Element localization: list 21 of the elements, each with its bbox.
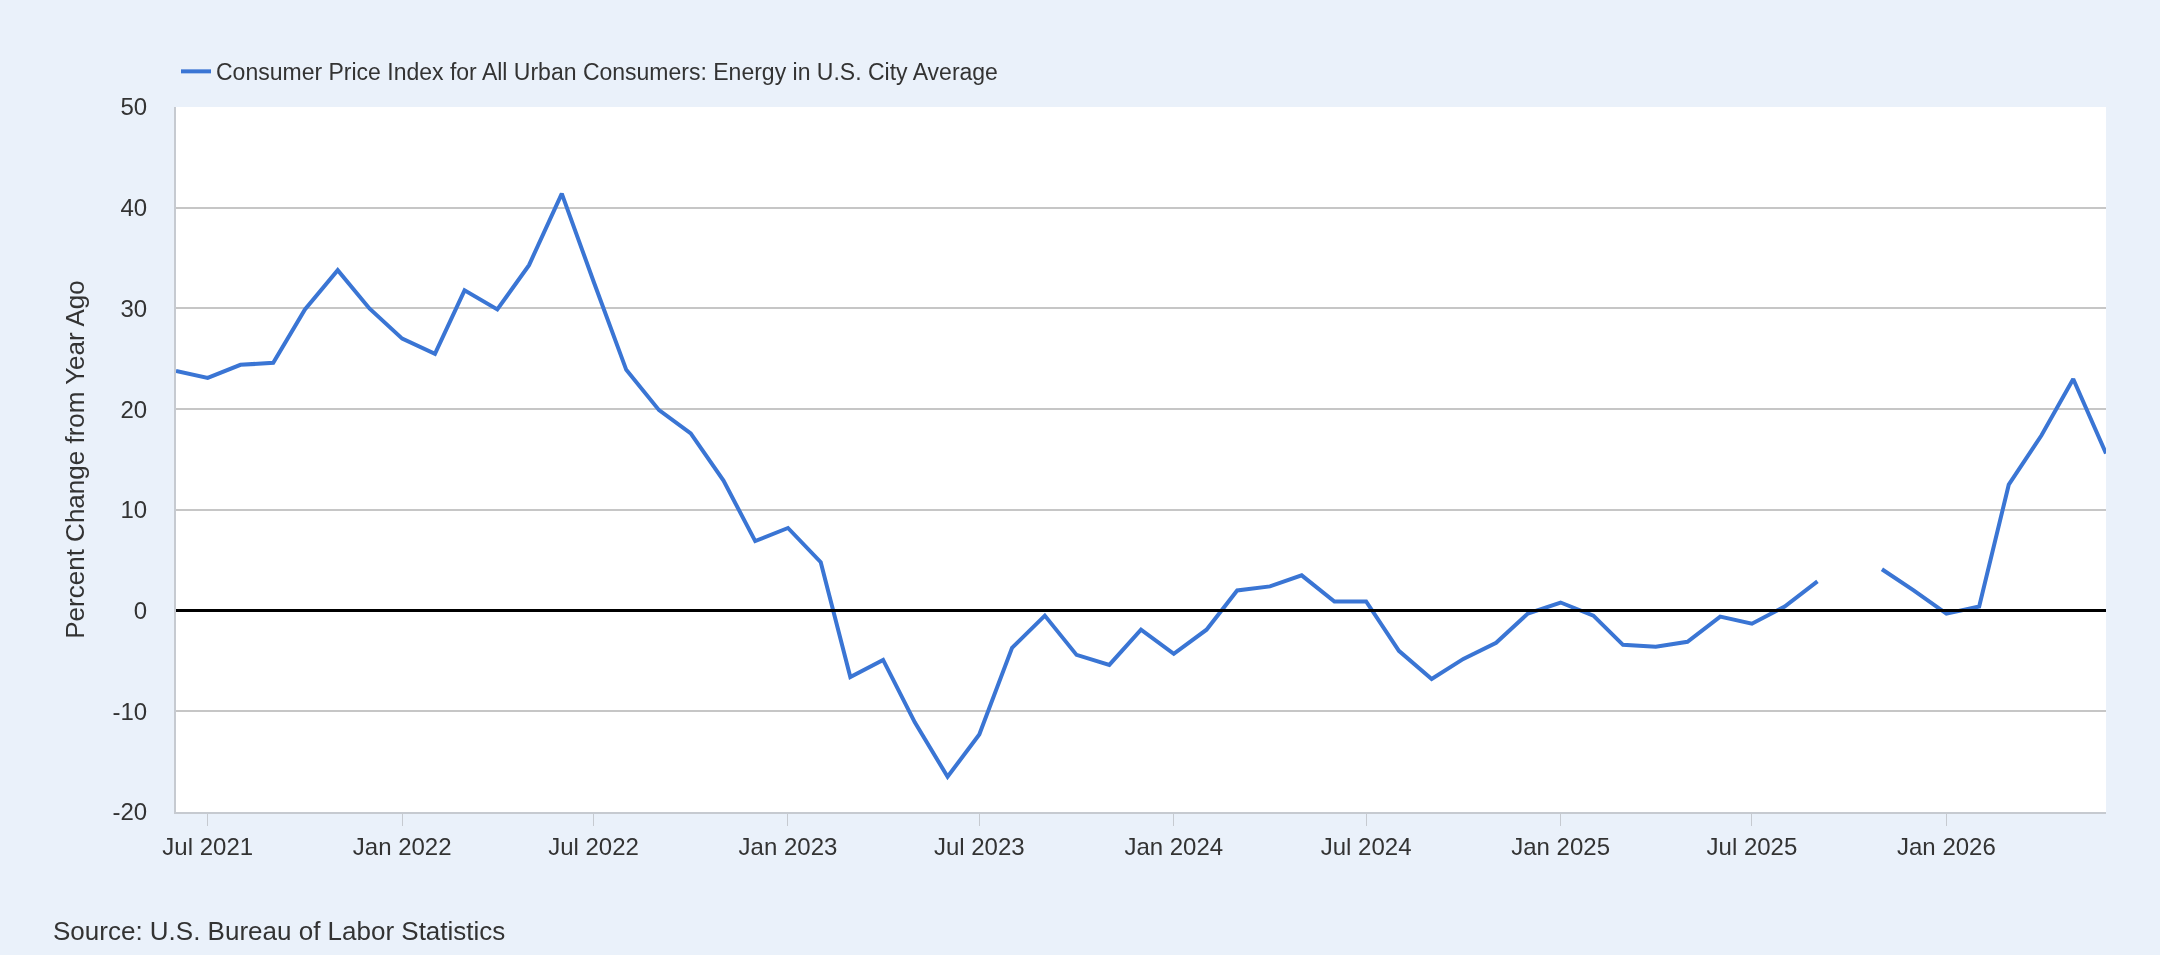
y-tick-label: -10 — [112, 697, 148, 725]
y-tick-label: 0 — [133, 596, 148, 624]
y-tick-label: 30 — [120, 294, 148, 322]
y-tick-label: 10 — [120, 496, 148, 524]
x-tick-label: Jan 2025 — [1511, 832, 1610, 860]
y-axis-title: Percent Change from Year Ago — [60, 280, 91, 639]
x-tick-label: Jul 2024 — [1320, 832, 1412, 860]
x-tick-label: Jul 2023 — [933, 832, 1025, 860]
y-tick-label: 50 — [120, 93, 148, 121]
x-tick-label: Jul 2021 — [162, 832, 254, 860]
legend-label: Consumer Price Index for All Urban Consumers: Energy in U.S. City Average — [216, 59, 998, 86]
x-tick-label: Jul 2022 — [548, 832, 639, 860]
x-tick-label: Jan 2024 — [1124, 832, 1224, 860]
x-tick-label: Jan 2023 — [738, 832, 838, 860]
y-tick-label: 20 — [120, 395, 148, 423]
x-tick-label: Jul 2025 — [1706, 832, 1798, 860]
y-tick-label: 40 — [120, 194, 148, 222]
x-tick-label: Jan 2026 — [1897, 832, 1996, 860]
y-tick-label: -20 — [112, 798, 148, 826]
x-tick-label: Jan 2022 — [352, 832, 452, 860]
source-note: Source: U.S. Bureau of Labor Statistics — [53, 916, 506, 946]
